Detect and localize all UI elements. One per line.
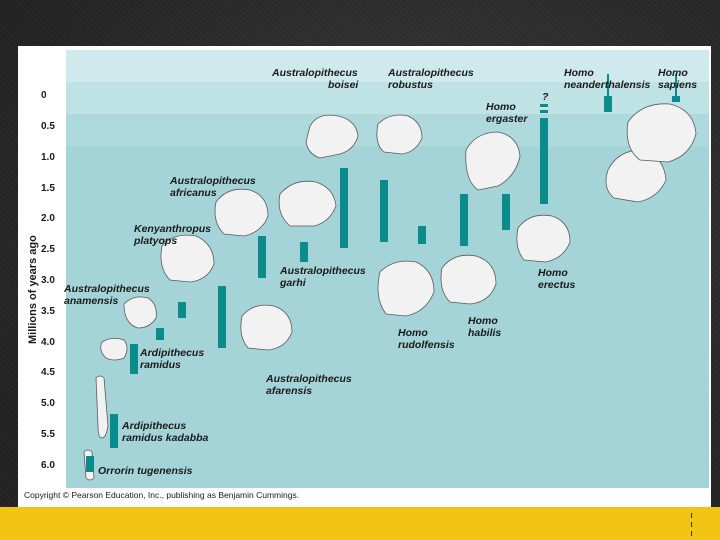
tick-5-0: 5.0	[41, 398, 55, 409]
label-ramidus-l1: Ardipithecus	[139, 347, 204, 359]
range-bar-homo-2	[460, 194, 468, 246]
label-kadabba-l2: ramidus kadabba	[122, 432, 209, 444]
label-habilis-l2: habilis	[468, 327, 501, 339]
skull-africanus-2-icon	[214, 188, 269, 237]
label-orrorin: Orrorin tugenensis	[98, 465, 193, 477]
range-bar-ramidus	[130, 344, 138, 374]
label-boisei-l1: Australopithecus	[271, 67, 358, 79]
range-bar-africanus	[258, 236, 266, 278]
label-neanderthalensis-l1: Homo	[564, 67, 594, 79]
label-sapiens-l2: sapiens	[658, 79, 697, 91]
label-africanus-l2: africanus	[170, 187, 217, 199]
range-bar-platyops	[178, 302, 186, 318]
range-bar-anamensis	[156, 328, 164, 340]
leader-lines	[607, 74, 677, 96]
label-robustus-l1: Australopithecus	[387, 67, 474, 79]
label-boisei-l2: boisei	[328, 79, 359, 91]
bottom-accent-bar	[0, 507, 720, 540]
label-platyops-l1: Kenyanthropus	[134, 223, 211, 235]
hominin-timeline-diagram: Millions of years ago 0 0.5 1.0 1.5 2.0 …	[24, 50, 709, 500]
band-0	[66, 50, 709, 82]
tick-0-5: 0.5	[41, 121, 55, 132]
skull-boisei-icon	[305, 114, 359, 159]
skull-ergaster-icon	[465, 131, 521, 191]
label-ergaster-l1: Homo	[486, 101, 516, 113]
range-bar-robustus	[380, 180, 388, 242]
dash-2	[540, 110, 548, 113]
label-ergaster-l2: ergaster	[486, 113, 528, 125]
skull-rudolfensis-icon	[377, 260, 435, 317]
ergaster-dashes	[540, 104, 548, 113]
tick-5-5: 5.5	[41, 429, 55, 440]
y-axis: Millions of years ago 0 0.5 1.0 1.5 2.0 …	[27, 90, 55, 471]
band-1	[66, 82, 709, 114]
label-afarensis-l1: Australopithecus	[265, 373, 352, 385]
range-bar-kadabba	[110, 414, 118, 448]
tick-1-0: 1.0	[41, 152, 55, 163]
range-bar-afarensis	[218, 286, 226, 348]
tick-3-0: 3.0	[41, 275, 55, 286]
label-erectus-l1: Homo	[538, 267, 568, 279]
tick-4-5: 4.5	[41, 367, 55, 378]
skull-neanderthalensis-icon	[605, 149, 667, 203]
label-sapiens-l1: Homo	[658, 67, 688, 79]
range-bar-orrorin	[86, 456, 94, 472]
tick-2-5: 2.5	[41, 244, 55, 255]
skull-africanus-icon	[278, 180, 337, 227]
range-bar-garhi	[300, 242, 308, 262]
species-labels: Australopithecus boisei Australopithecus…	[63, 67, 697, 477]
tick-2-0: 2.0	[41, 213, 55, 224]
range-bar-sapiens	[672, 96, 680, 102]
dash-1	[540, 104, 548, 107]
label-rudolfensis-l2: rudolfensis	[398, 339, 455, 351]
range-bar-homo-3	[502, 194, 510, 230]
label-habilis-l1: Homo	[468, 315, 498, 327]
slide-marker	[690, 511, 694, 539]
slide: Millions of years ago 0 0.5 1.0 1.5 2.0 …	[18, 46, 711, 508]
tick-4-0: 4.0	[41, 337, 55, 348]
y-axis-title: Millions of years ago	[27, 235, 39, 344]
label-ramidus-l2: ramidus	[140, 359, 181, 371]
label-afarensis-l2: afarensis	[266, 385, 312, 397]
range-bar-boisei	[340, 168, 348, 248]
skull-habilis-icon	[440, 254, 497, 305]
skull-platyops-icon	[160, 234, 215, 283]
range-bars	[86, 96, 680, 472]
label-neanderthalensis-l2: neanderthalensis	[564, 79, 651, 91]
label-erectus-l2: erectus	[538, 279, 576, 291]
skull-sapiens-icon	[626, 103, 697, 163]
label-garhi-l1: Australopithecus	[279, 265, 366, 277]
label-anamensis-l1: Australopithecus	[63, 283, 150, 295]
skull-afarensis-icon	[240, 304, 293, 351]
skull-robustus-icon	[376, 114, 423, 155]
label-garhi-l2: garhi	[279, 277, 307, 289]
fossil-kadabba-icon	[95, 375, 109, 439]
range-bar-ergaster	[540, 118, 548, 204]
tick-0: 0	[41, 90, 47, 101]
label-platyops-l2: platyops	[133, 235, 177, 247]
skull-erectus-icon	[516, 214, 571, 263]
tick-3-5: 3.5	[41, 306, 55, 317]
label-kadabba-l1: Ardipithecus	[121, 420, 186, 432]
tick-6-0: 6.0	[41, 460, 55, 471]
tick-1-5: 1.5	[41, 183, 55, 194]
label-rudolfensis-l1: Homo	[398, 327, 428, 339]
question-mark: ?	[542, 91, 549, 103]
label-africanus-l1: Australopithecus	[169, 175, 256, 187]
fossil-anamensis-icon	[123, 296, 157, 329]
copyright-notice: Copyright © Pearson Education, Inc., pub…	[24, 490, 299, 500]
label-anamensis-l2: anamensis	[64, 295, 118, 307]
range-bar-homo-1	[418, 226, 426, 244]
fossil-illustrations	[83, 103, 697, 481]
fossil-ramidus-icon	[100, 338, 128, 361]
range-bar-neanderthalensis	[604, 96, 612, 112]
label-robustus-l2: robustus	[388, 79, 433, 91]
